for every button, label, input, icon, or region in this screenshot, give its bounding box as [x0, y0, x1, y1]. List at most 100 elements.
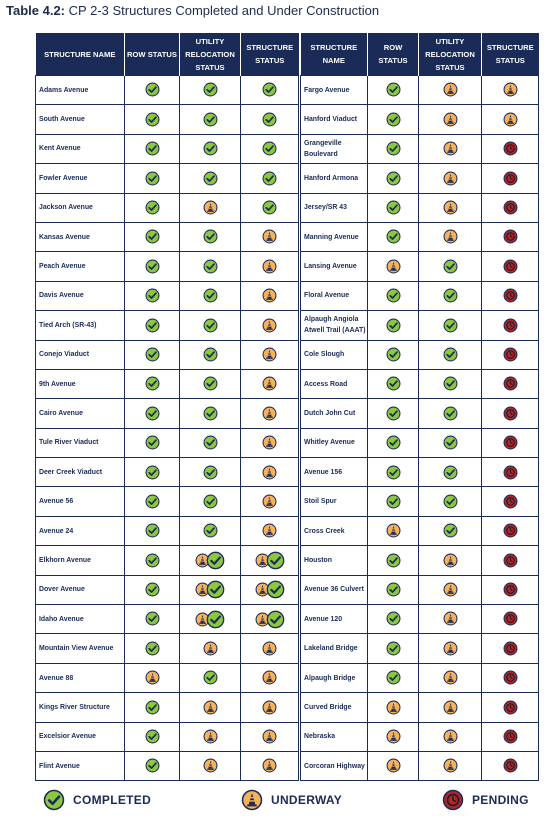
pending-clock-icon	[503, 171, 518, 186]
row-status-cell	[367, 192, 419, 223]
table-row: Floral Avenue	[300, 280, 539, 312]
utility-status-cell	[179, 633, 241, 664]
table-row: Cole Slough	[300, 339, 539, 370]
structure-name-cell: Jackson Avenue	[35, 192, 125, 223]
underway-cone-icon	[203, 200, 218, 215]
underway-cone-icon	[503, 112, 518, 127]
completed-check-icon	[443, 376, 458, 391]
underway-cone-icon	[262, 259, 277, 274]
table-row: Excelsior Avenue	[35, 721, 299, 752]
table-title: Table 4.2: CP 2-3 Structures Completed a…	[6, 3, 379, 18]
structure-name-cell: Idaho Avenue	[35, 604, 125, 635]
pending-clock-icon	[503, 200, 518, 215]
pending-clock-icon	[503, 259, 518, 274]
structure-name-cell: Avenue 56	[35, 486, 125, 517]
table-row: Deer Creek Viaduct	[35, 457, 299, 488]
row-status-cell	[124, 221, 180, 253]
structure-name-cell: Corcoran Highway	[300, 750, 368, 782]
structure-name-cell: Avenue 36 Culvert	[300, 574, 368, 606]
row-status-cell	[367, 310, 419, 341]
utility-status-cell	[418, 515, 482, 547]
completed-check-icon	[203, 406, 218, 421]
pending-clock-icon	[503, 758, 518, 773]
completed-check-icon	[203, 82, 218, 97]
completed-check-icon	[203, 259, 218, 274]
underway-cone-icon	[203, 700, 218, 715]
completed-check-icon	[145, 758, 160, 773]
table-row: Jersey/SR 43	[300, 192, 539, 223]
structure-status-cell	[240, 74, 299, 106]
utility-status-cell	[418, 133, 482, 165]
completed-check-icon	[386, 670, 401, 685]
table-row: Dutch John Cut	[300, 398, 539, 429]
row-status-cell	[367, 692, 419, 723]
structure-name-cell: Lansing Avenue	[300, 251, 368, 282]
row-status-cell	[367, 368, 419, 400]
underway-cone-icon	[443, 112, 458, 127]
utility-status-cell	[179, 251, 241, 282]
table-header-row: STRUCTURE NAME ROW STATUS UTILITY RELOCA…	[35, 33, 299, 76]
structure-status-cell	[481, 692, 539, 723]
underway-cone-icon	[262, 758, 277, 773]
structure-name-cell: Peach Avenue	[35, 251, 125, 282]
completed-check-icon	[145, 553, 160, 568]
row-status-cell	[367, 750, 419, 782]
table-row: Fowler Avenue	[35, 163, 299, 194]
table-header-row: STRUCTURE NAME ROW STATUS UTILITY RELOCA…	[300, 33, 539, 76]
table-row: Corcoran Highway	[300, 750, 539, 782]
structure-name-cell: Kent Avenue	[35, 133, 125, 165]
structure-status-cell	[240, 545, 299, 576]
structure-status-cell	[240, 750, 299, 782]
completed-check-icon	[443, 288, 458, 303]
utility-status-cell	[179, 339, 241, 370]
utility-status-cell	[418, 545, 482, 576]
legend-underway-label: UNDERWAY	[271, 793, 343, 807]
row-status-cell	[367, 163, 419, 194]
completed-check-icon	[145, 82, 160, 97]
completed-check-icon	[443, 435, 458, 450]
structure-name-cell: Hanford Armona	[300, 163, 368, 194]
table-row: Curved Bridge	[300, 692, 539, 723]
utility-status-cell	[418, 721, 482, 752]
row-status-cell	[124, 633, 180, 664]
utility-status-cell	[179, 692, 241, 723]
header-utility-relocation-status: UTILITY RELOCATION STATUS	[179, 33, 241, 76]
structure-status-cell	[481, 515, 539, 547]
structure-name-cell: Avenue 120	[300, 604, 368, 635]
structure-status-cell	[240, 633, 299, 664]
structure-name-cell: Kings River Structure	[35, 692, 125, 723]
table-row: Hanford Armona	[300, 163, 539, 194]
row-status-cell	[367, 74, 419, 106]
underway-cone-icon	[262, 523, 277, 538]
row-status-cell	[367, 251, 419, 282]
structure-name-cell: Whitley Avenue	[300, 427, 368, 459]
utility-status-cell	[179, 310, 241, 341]
completed-check-icon	[443, 465, 458, 480]
structure-name-cell: Stoil Spur	[300, 486, 368, 517]
completed-check-icon	[206, 551, 225, 570]
legend-underway: UNDERWAY	[241, 788, 342, 812]
structure-name-cell: Flint Avenue	[35, 750, 125, 782]
row-status-cell	[124, 515, 180, 547]
utility-status-cell	[179, 750, 241, 782]
structure-status-cell	[240, 457, 299, 488]
structure-status-cell	[481, 545, 539, 576]
completed-check-icon	[145, 376, 160, 391]
structure-status-cell	[240, 368, 299, 400]
utility-status-cell	[179, 398, 241, 429]
row-status-cell	[367, 721, 419, 752]
structure-status-cell	[240, 192, 299, 223]
row-status-cell	[124, 133, 180, 165]
row-status-cell	[367, 221, 419, 253]
completed-check-icon	[145, 288, 160, 303]
utility-status-cell	[418, 398, 482, 429]
table-row: Adams Avenue	[35, 74, 299, 106]
table-title-prefix: Table 4.2:	[6, 3, 66, 18]
structure-name-cell: Cole Slough	[300, 339, 368, 370]
structure-status-cell	[240, 398, 299, 429]
table-row: Davis Avenue	[35, 280, 299, 312]
completed-check-icon	[203, 376, 218, 391]
structure-status-cell	[481, 192, 539, 223]
table-row: Kent Avenue	[35, 133, 299, 165]
table-row: Lansing Avenue	[300, 251, 539, 282]
